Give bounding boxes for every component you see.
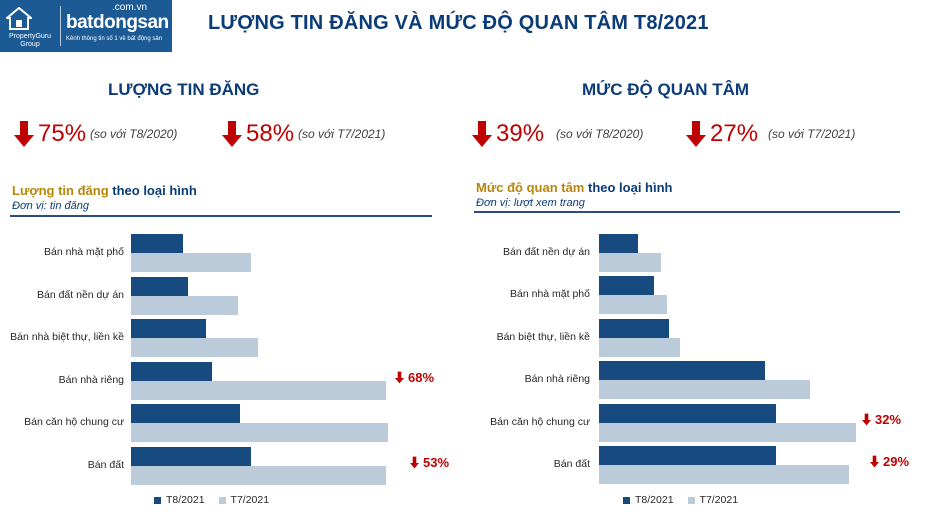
- kpi-value: 75%: [38, 120, 87, 147]
- bar-t7-2021: [599, 465, 849, 484]
- bar-t8-2021: [131, 277, 189, 296]
- down-arrow-icon: [395, 371, 404, 384]
- category-label: Bán nhà mặt phố: [44, 246, 124, 258]
- kpi-compare: (so với T7/2021): [298, 127, 386, 141]
- bar-t7-2021: [599, 295, 667, 314]
- kpi-compare: (so với T7/2021): [768, 127, 856, 141]
- category-label: Bán nhà riêng: [524, 373, 590, 385]
- bar-t7-2021: [131, 381, 386, 400]
- propertyguru-label: PropertyGuru Group: [8, 33, 52, 48]
- legend-item: T7/2021: [687, 494, 739, 506]
- kpi-interest-mom: 27% (so với T7/2021): [686, 118, 855, 150]
- bar-t8-2021: [599, 319, 670, 338]
- chart-unit-listings: Đơn vị: tin đăng: [12, 200, 89, 212]
- bar-t8-2021: [131, 362, 212, 381]
- down-arrow-icon: [14, 121, 34, 147]
- callout-value: 32%: [875, 412, 902, 427]
- bar-t7-2021: [599, 338, 680, 357]
- callout-value: 29%: [883, 454, 910, 469]
- logo-block[interactable]: PropertyGuru Group .com.vn batdongsan Kê…: [0, 0, 172, 52]
- bar-t8-2021: [599, 276, 654, 295]
- kpi-listings-yoy: 75% (so với T8/2020): [14, 118, 177, 150]
- chart-legend: T8/2021 T7/2021: [154, 494, 283, 506]
- legend-swatch: [687, 496, 695, 504]
- category-label: Bán căn hộ chung cư: [24, 416, 124, 428]
- brand-domain: .com.vn: [112, 2, 148, 13]
- legend-label: T8/2021: [166, 494, 205, 506]
- decline-callout: 53%: [410, 455, 449, 470]
- page-title: LƯỢNG TIN ĐĂNG VÀ MỨC ĐỘ QUAN TÂM T8/202…: [208, 12, 709, 34]
- propertyguru-logo-icon: [6, 7, 32, 30]
- bar-t8-2021: [131, 404, 241, 423]
- bar-t8-2021: [599, 234, 638, 253]
- legend-label: T8/2021: [635, 494, 674, 506]
- listings-section-title: LƯỢNG TIN ĐĂNG: [108, 80, 260, 99]
- bar-t8-2021: [599, 404, 776, 423]
- chart-divider: [474, 211, 900, 213]
- legend-swatch: [218, 496, 226, 504]
- down-arrow-icon: [870, 455, 879, 468]
- category-label: Bán đất: [87, 459, 124, 471]
- down-arrow-icon: [686, 121, 706, 147]
- bar-t7-2021: [599, 380, 810, 399]
- chart-unit-interest: Đơn vị: lượt xem trang: [476, 197, 585, 209]
- chart-title-part2: theo loại hình: [588, 180, 673, 195]
- callout-value: 53%: [423, 455, 450, 470]
- category-label: Bán nhà mặt phố: [510, 288, 590, 300]
- brand-name: batdongsan: [66, 12, 169, 33]
- kpi-listings-mom: 58% (so với T7/2021): [222, 118, 385, 150]
- callout-value: 68%: [408, 370, 435, 385]
- kpi-value: 27%: [710, 120, 759, 147]
- interest-section-title: MỨC ĐỘ QUAN TÂM: [582, 80, 750, 99]
- logo-divider: [60, 6, 61, 46]
- kpi-value: 58%: [246, 120, 295, 147]
- bar-t8-2021: [131, 319, 207, 338]
- category-label: Bán đất: [553, 458, 590, 470]
- legend-item: T8/2021: [154, 494, 205, 506]
- legend-item: T8/2021: [623, 494, 674, 506]
- chart-legend: T8/2021 T7/2021: [623, 494, 752, 506]
- bar-t8-2021: [599, 361, 766, 380]
- down-arrow-icon: [410, 456, 419, 469]
- legend-item: T7/2021: [218, 494, 270, 506]
- legend-label: T7/2021: [230, 494, 270, 506]
- category-label: Bán đất nền dự án: [36, 289, 124, 301]
- bar-t7-2021: [599, 423, 857, 442]
- bar-t7-2021: [131, 253, 251, 272]
- legend-swatch: [623, 496, 630, 504]
- bar-t7-2021: [131, 338, 259, 357]
- kpi-value: 39%: [496, 120, 545, 147]
- bar-t7-2021: [599, 253, 662, 272]
- category-label: Bán biệt thự, liền kề: [496, 331, 590, 343]
- category-label: Bán nhà biệt thự, liền kề: [10, 331, 124, 343]
- kpi-interest-yoy: 39% (so với T8/2020): [472, 118, 643, 150]
- bar-t7-2021: [131, 296, 238, 315]
- kpi-compare: (so với T8/2020): [90, 127, 178, 141]
- chart-title-listings: Lượng tin đăng theo loại hình: [12, 183, 197, 198]
- down-arrow-icon: [472, 121, 492, 147]
- bar-t8-2021: [599, 446, 776, 465]
- category-label: Bán nhà riêng: [58, 374, 124, 386]
- chart-title-interest: Mức độ quan tâm theo loại hình: [476, 180, 673, 195]
- legend-label: T7/2021: [699, 494, 739, 506]
- chart-title-part2: theo loại hình: [112, 183, 197, 198]
- brand-tagline: Kênh thông tin số 1 về bất động sản: [66, 36, 163, 42]
- down-arrow-icon: [222, 121, 242, 147]
- bar-t8-2021: [131, 447, 251, 466]
- down-arrow-icon: [862, 413, 871, 426]
- decline-callout: 32%: [862, 412, 901, 427]
- legend-swatch: [154, 496, 161, 504]
- bar-t7-2021: [131, 466, 386, 485]
- category-label: Bán đất nền dự án: [502, 246, 590, 258]
- decline-callout: 68%: [395, 370, 434, 385]
- decline-callout: 29%: [870, 454, 909, 469]
- kpi-compare: (so với T8/2020): [556, 127, 644, 141]
- chart-title-part1: Lượng tin đăng: [12, 183, 109, 198]
- chart-title-part1: Mức độ quan tâm: [476, 180, 585, 195]
- bar-t7-2021: [131, 423, 389, 442]
- category-label: Bán căn hộ chung cư: [490, 416, 590, 428]
- bar-t8-2021: [131, 234, 183, 253]
- chart-divider: [10, 215, 432, 217]
